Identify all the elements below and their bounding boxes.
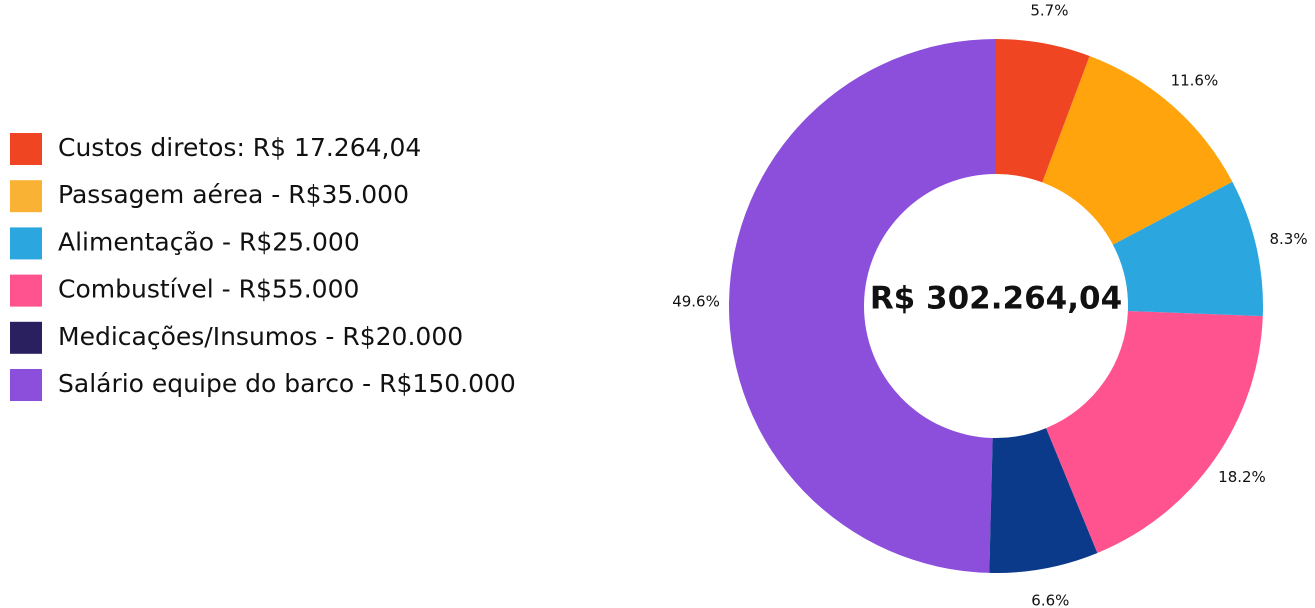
legend-label: Combustível - R$55.000 <box>58 275 359 304</box>
donut-slice <box>996 39 1090 183</box>
legend-label: Alimentação - R$25.000 <box>58 227 360 256</box>
legend-swatch <box>10 321 42 354</box>
donut-slice <box>989 428 1098 573</box>
legend-swatch <box>10 274 42 307</box>
donut-slice <box>1046 310 1263 553</box>
donut-slice <box>1112 181 1263 317</box>
slice-label: 49.6% <box>672 293 720 311</box>
slice-label: 8.3% <box>1270 230 1308 248</box>
legend-label: Salário equipe do barco - R$150.000 <box>58 369 516 398</box>
legend-swatch <box>10 133 42 165</box>
donut-slice <box>1042 55 1233 245</box>
slice-label: 5.7% <box>1030 1 1068 19</box>
donut-slice <box>729 39 996 573</box>
slice-label: 18.2% <box>1218 468 1266 486</box>
legend-label: Passagem aérea - R$35.000 <box>58 180 409 209</box>
legend-label: Medicações/Insumos - R$20.000 <box>58 322 463 351</box>
slice-label: 11.6% <box>1171 71 1219 89</box>
slice-label: 6.6% <box>1031 592 1069 608</box>
legend-label: Custos diretos: R$ 17.264,04 <box>58 133 421 162</box>
legend-swatch <box>10 180 42 213</box>
legend-swatch <box>10 227 42 260</box>
legend-swatch <box>10 369 42 401</box>
center-label: R$ 302.264,04 <box>870 281 1122 317</box>
